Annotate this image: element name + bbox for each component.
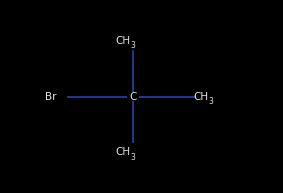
Text: 3: 3: [130, 153, 135, 162]
Text: 3: 3: [130, 41, 135, 50]
Text: C: C: [129, 91, 137, 102]
Text: 3: 3: [208, 97, 213, 106]
Text: CH: CH: [115, 147, 130, 157]
Text: Br: Br: [45, 91, 57, 102]
Text: CH: CH: [115, 36, 130, 46]
Text: CH: CH: [193, 91, 208, 102]
